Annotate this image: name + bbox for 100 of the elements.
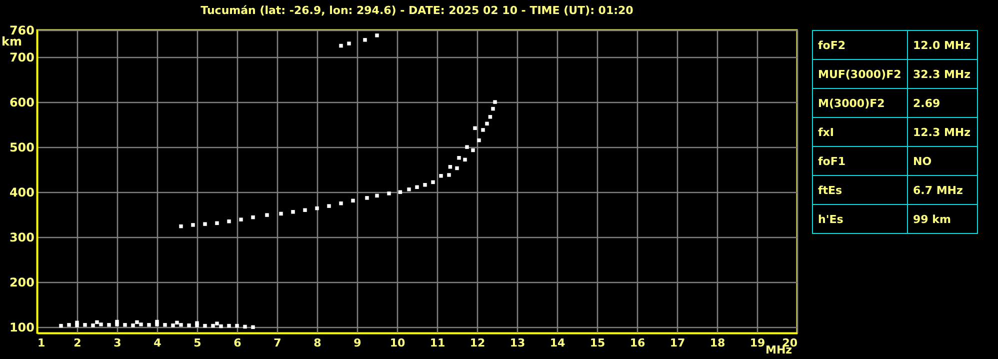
point (415, 185, 419, 189)
text: foF2 (812, 30, 908, 60)
x-tick-label: 2 (74, 336, 82, 350)
point (447, 173, 451, 177)
point (488, 115, 492, 119)
point (363, 38, 367, 42)
text: 2.69 (908, 88, 978, 118)
y-tick-label: 400 (9, 186, 34, 200)
y-tick-label: 600 (9, 96, 34, 110)
point (251, 215, 255, 220)
text: M(3000)F2 (812, 88, 908, 118)
point (139, 322, 143, 326)
point (227, 324, 231, 328)
point (265, 213, 269, 217)
point (75, 320, 79, 325)
point (481, 128, 485, 132)
point (147, 323, 151, 327)
x-tick-label: 7 (274, 336, 282, 350)
point (431, 180, 435, 184)
point (375, 34, 379, 38)
x-tick-label: 4 (154, 336, 162, 350)
point (493, 100, 497, 104)
x-tick-label: 5 (194, 336, 202, 350)
point (215, 322, 219, 326)
text: 6.7 MHz (908, 176, 978, 204)
point (365, 196, 369, 200)
point (203, 324, 207, 328)
point (59, 324, 63, 328)
text: 12.3 MHz (908, 118, 978, 146)
y-tick-label: 500 (9, 140, 34, 155)
text: MUF(3000)F2 (812, 60, 908, 88)
text: 12.0 MHz (908, 30, 978, 60)
point (251, 325, 255, 330)
point (203, 222, 207, 226)
point (235, 324, 239, 328)
point (339, 44, 343, 48)
point (135, 320, 139, 324)
point (463, 158, 467, 162)
text: h'Es (812, 204, 908, 234)
point (455, 166, 459, 170)
point (227, 219, 231, 224)
point (155, 320, 159, 324)
point (99, 322, 103, 326)
point (423, 183, 427, 187)
point (351, 198, 355, 203)
point (171, 323, 175, 328)
point (477, 138, 481, 142)
point (211, 324, 215, 328)
point (398, 190, 402, 194)
point (457, 156, 461, 160)
point (187, 323, 191, 328)
point (107, 323, 111, 327)
x-tick-label: 13 (510, 336, 526, 350)
point (327, 204, 331, 208)
point (123, 323, 127, 327)
y-tick-label: 300 (9, 230, 34, 245)
x-tick-label: 6 (234, 336, 242, 350)
point (115, 320, 119, 324)
point (195, 321, 199, 325)
x-tick-label: 15 (590, 336, 606, 350)
y-tick-label: 760 (9, 24, 34, 38)
point (375, 194, 379, 198)
point (347, 42, 351, 46)
point (83, 323, 87, 327)
point (163, 323, 167, 327)
x-tick-label: 3 (114, 336, 122, 350)
x-tick-label: 10 (390, 336, 406, 350)
point (315, 206, 319, 210)
point (91, 323, 95, 328)
text: 99 km (908, 204, 978, 234)
point (439, 174, 443, 178)
point (215, 221, 219, 226)
point (131, 323, 135, 328)
x-tick-label: 19 (750, 336, 766, 350)
x-tick-label: 9 (354, 336, 362, 350)
y-axis-title: km (2, 34, 22, 48)
x-tick-label: 18 (710, 336, 726, 350)
text: foF1 (812, 146, 908, 176)
x-tick-label: 8 (314, 336, 322, 350)
point (473, 126, 477, 130)
point (465, 145, 469, 149)
point (339, 201, 343, 206)
point (485, 122, 489, 126)
point (491, 106, 495, 111)
point (387, 192, 391, 196)
y-tick-label: 200 (9, 276, 34, 290)
point (279, 212, 283, 216)
point (179, 224, 183, 228)
point (175, 320, 179, 325)
y-tick-label: 100 (9, 320, 34, 335)
x-tick-label: 16 (630, 336, 646, 350)
chart-title: Tucumán (lat: -26.9, lon: 294.6) - DATE: 2025 02 10 - TIME (UT): 01:20 (200, 4, 634, 17)
point (191, 223, 195, 227)
point (407, 188, 411, 192)
x-tick-label: 17 (670, 336, 686, 350)
point (243, 324, 247, 329)
point (303, 208, 307, 212)
point (179, 323, 183, 327)
x-tick-label: 12 (470, 336, 486, 350)
point (471, 148, 475, 152)
